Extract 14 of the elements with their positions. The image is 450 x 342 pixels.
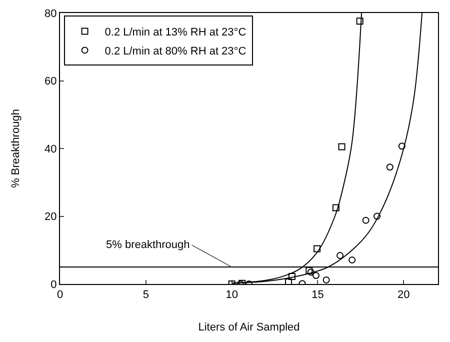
y-tick-label: 60 — [44, 76, 57, 88]
y-axis-title: % Breakthrough — [10, 109, 22, 188]
y-tick-label: 0 — [50, 278, 57, 291]
x-tick-label: 10 — [226, 289, 238, 302]
y-tick-label: 40 — [44, 143, 57, 156]
x-axis-title: Liters of Air Sampled — [198, 321, 300, 334]
x-tick-label: 5 — [142, 289, 149, 302]
y-tick-label: 80 — [44, 8, 57, 20]
legend-label: 0.2 L/min at 80% RH at 23°C — [104, 46, 246, 58]
annotation: 5% breakthrough — [106, 239, 190, 251]
x-tick-label: 20 — [398, 289, 410, 302]
x-tick-label: 15 — [312, 289, 324, 302]
legend-label: 0.2 L/min at 13% RH at 23°C — [104, 26, 246, 38]
y-tick-label: 20 — [44, 211, 57, 224]
